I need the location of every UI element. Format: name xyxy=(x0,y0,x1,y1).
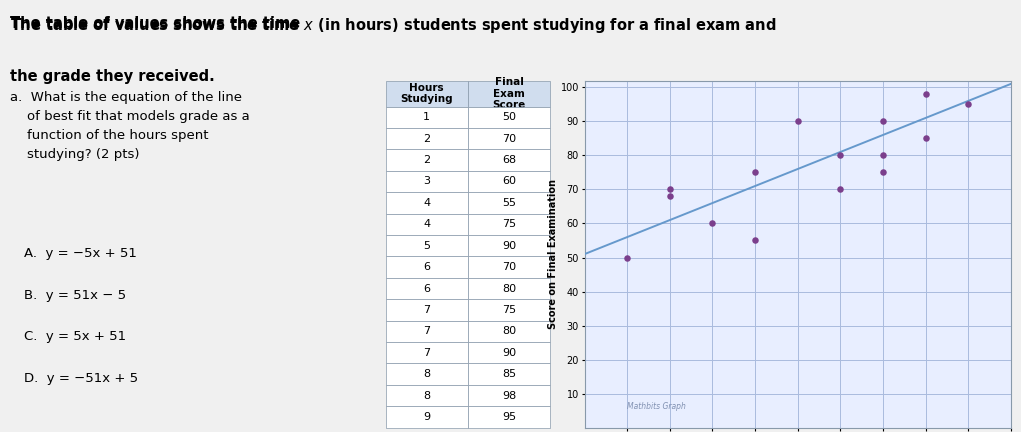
Text: The table of values shows the time $x$ (in hours) students spent studying for a : The table of values shows the time $x$ (… xyxy=(10,16,777,35)
Point xyxy=(918,135,934,142)
Point xyxy=(747,237,764,244)
Point xyxy=(832,186,848,193)
Point xyxy=(875,152,891,159)
Point xyxy=(960,101,976,108)
Text: the grade they received.: the grade they received. xyxy=(10,69,215,84)
Point xyxy=(662,193,678,200)
Text: Mathbits Graph: Mathbits Graph xyxy=(627,402,686,410)
Point xyxy=(747,169,764,176)
Point xyxy=(832,152,848,159)
Text: C.  y = 5x + 51: C. y = 5x + 51 xyxy=(23,330,126,343)
Point xyxy=(789,118,806,125)
Text: D.  y = −51x + 5: D. y = −51x + 5 xyxy=(23,372,138,385)
Point xyxy=(619,254,635,261)
Text: A.  y = −5x + 51: A. y = −5x + 51 xyxy=(23,247,137,260)
Point xyxy=(662,186,678,193)
Text: The table of values shows the time: The table of values shows the time xyxy=(10,16,305,31)
Text: B.  y = 51x − 5: B. y = 51x − 5 xyxy=(23,289,126,302)
Point xyxy=(704,220,721,227)
Y-axis label: Score on Final Examination: Score on Final Examination xyxy=(548,179,557,329)
Text: a.  What is the equation of the line
    of best fit that models grade as a
    : a. What is the equation of the line of b… xyxy=(10,91,250,161)
Point xyxy=(875,118,891,125)
Point xyxy=(918,91,934,98)
Point xyxy=(875,169,891,176)
